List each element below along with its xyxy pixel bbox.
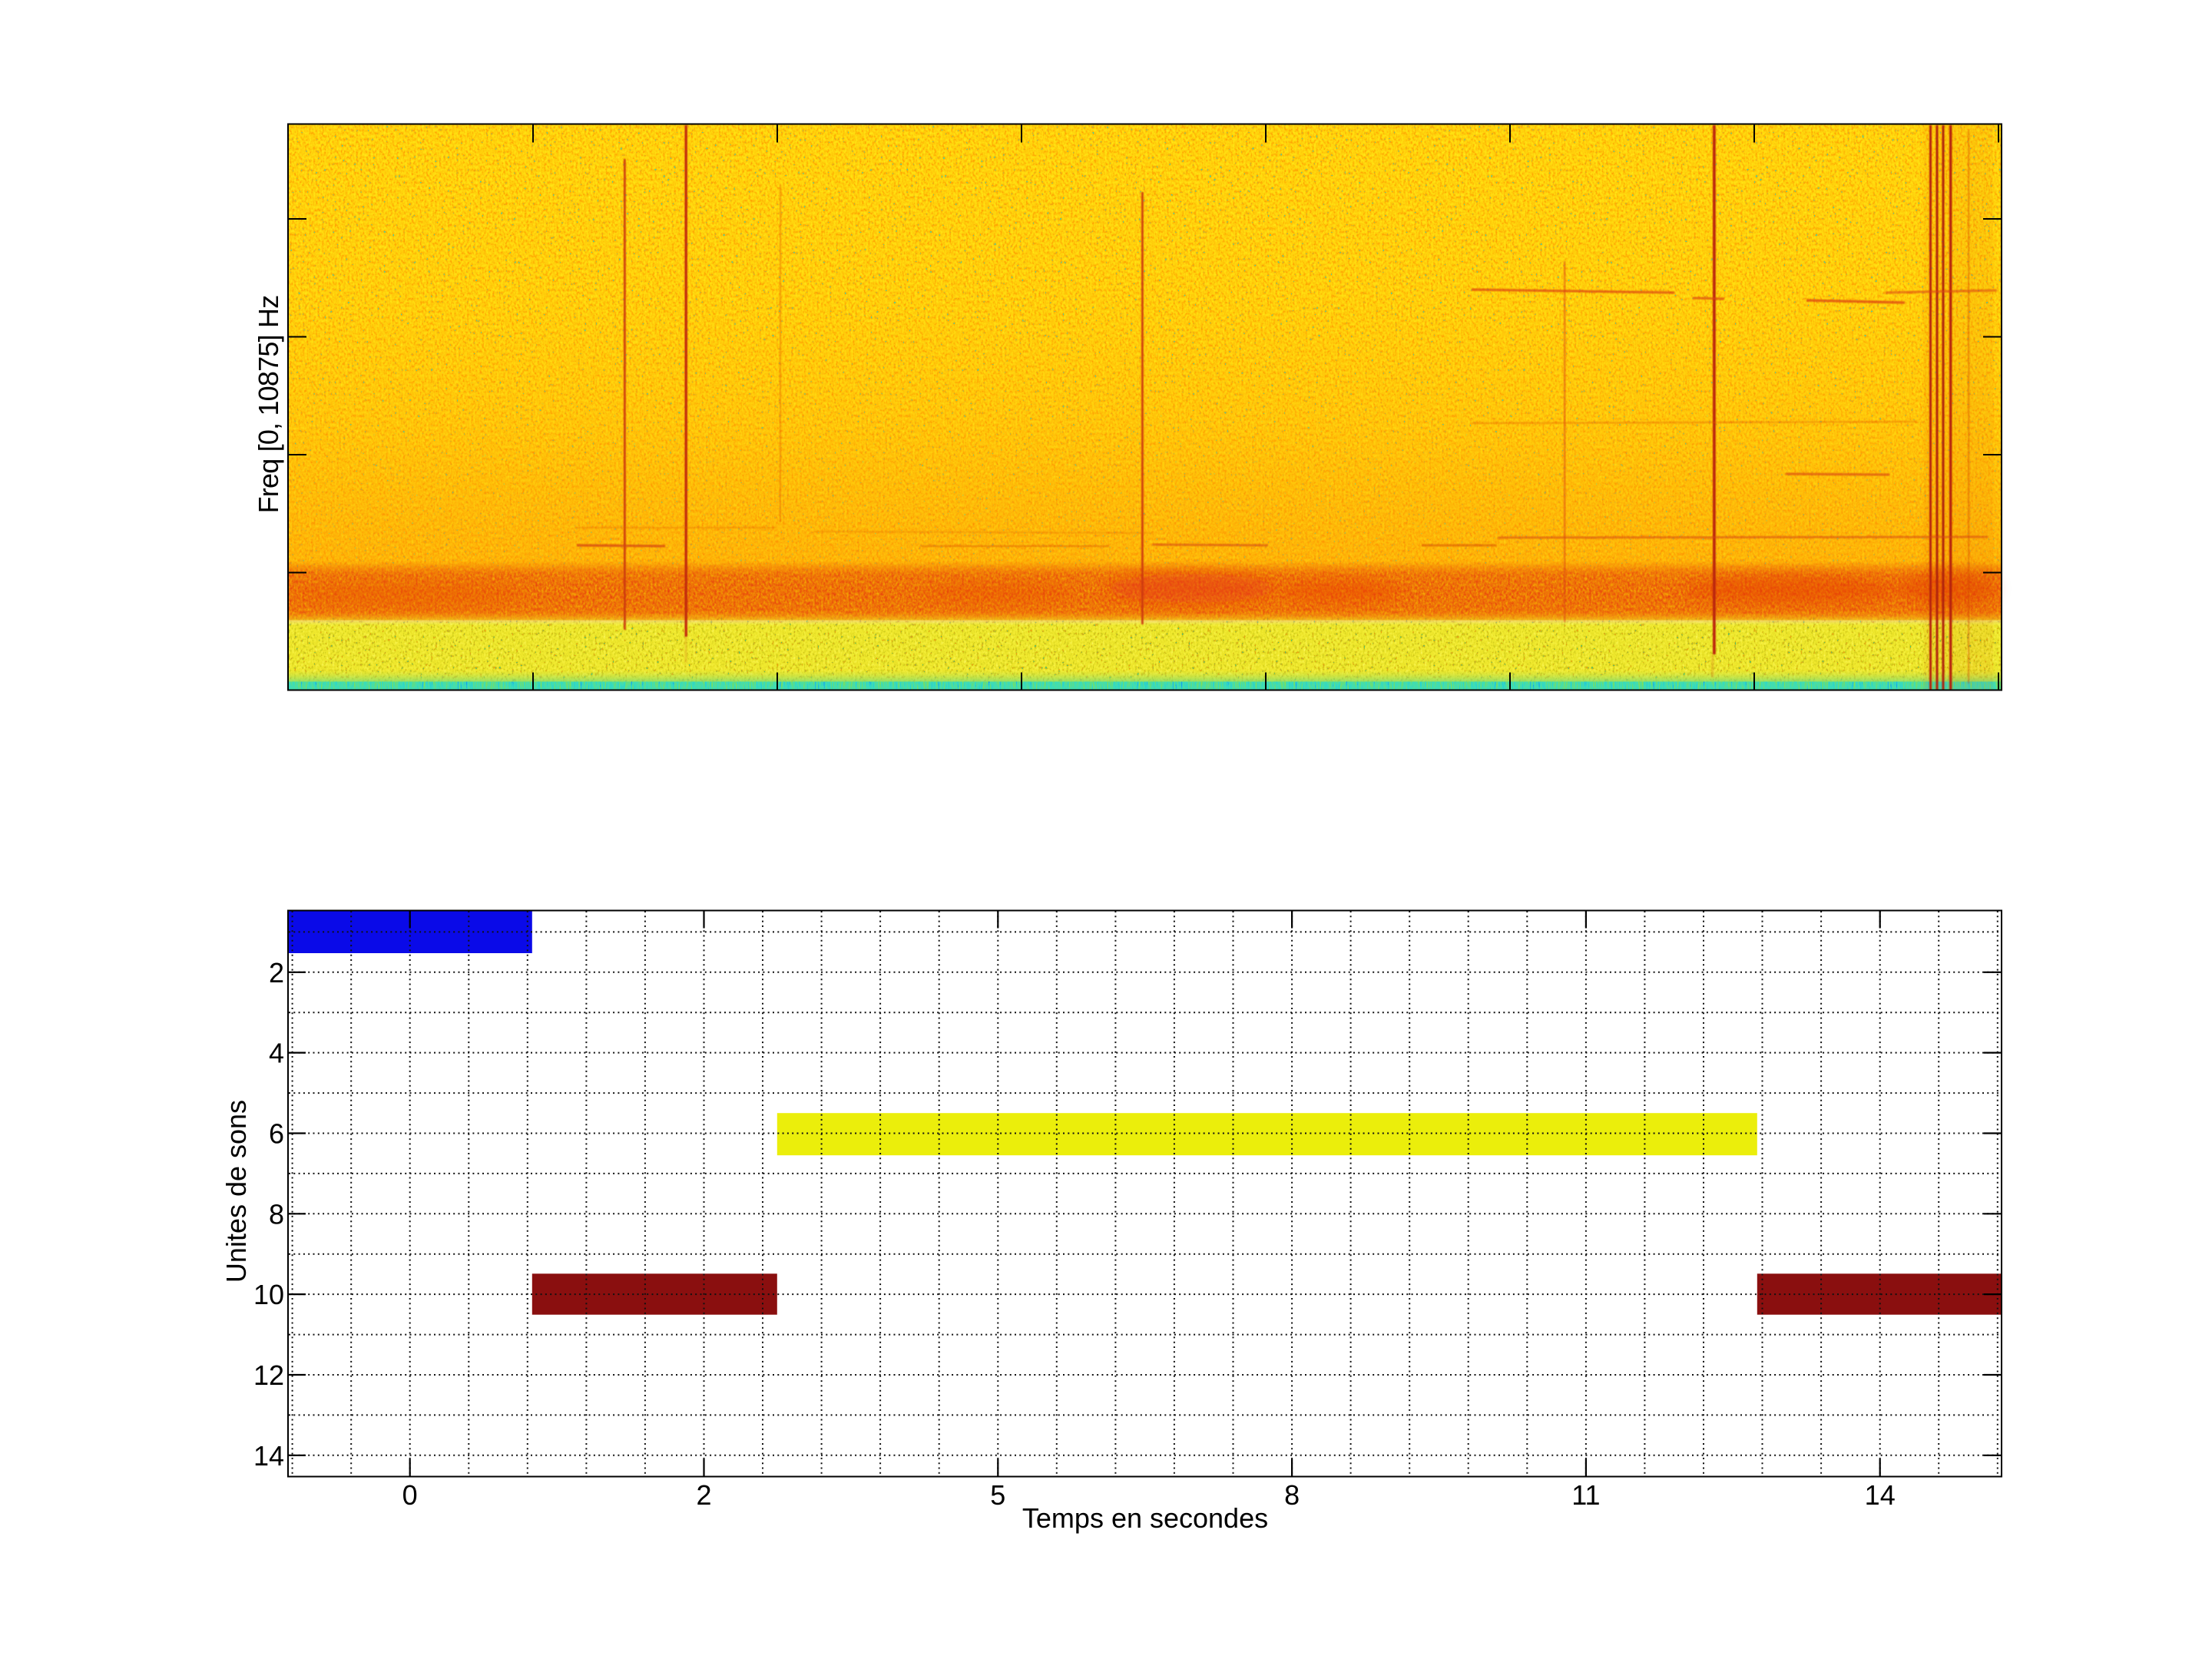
svg-text:0: 0 <box>402 1479 418 1511</box>
svg-text:Unites de sons: Unites de sons <box>220 1100 252 1283</box>
svg-text:10: 10 <box>253 1279 284 1310</box>
svg-text:6: 6 <box>269 1118 284 1150</box>
svg-text:Temps en secondes: Temps en secondes <box>1022 1502 1268 1534</box>
svg-text:Freq [0, 10875] Hz: Freq [0, 10875] Hz <box>253 296 284 514</box>
svg-text:14: 14 <box>253 1440 284 1472</box>
svg-text:11: 11 <box>1571 1479 1600 1511</box>
svg-text:2: 2 <box>269 957 284 988</box>
svg-text:2: 2 <box>696 1479 711 1511</box>
svg-text:5: 5 <box>990 1479 1005 1511</box>
svg-text:8: 8 <box>1284 1479 1300 1511</box>
svg-text:8: 8 <box>269 1198 284 1230</box>
svg-text:14: 14 <box>1865 1479 1896 1511</box>
svg-text:12: 12 <box>253 1359 284 1391</box>
svg-text:4: 4 <box>269 1038 284 1069</box>
